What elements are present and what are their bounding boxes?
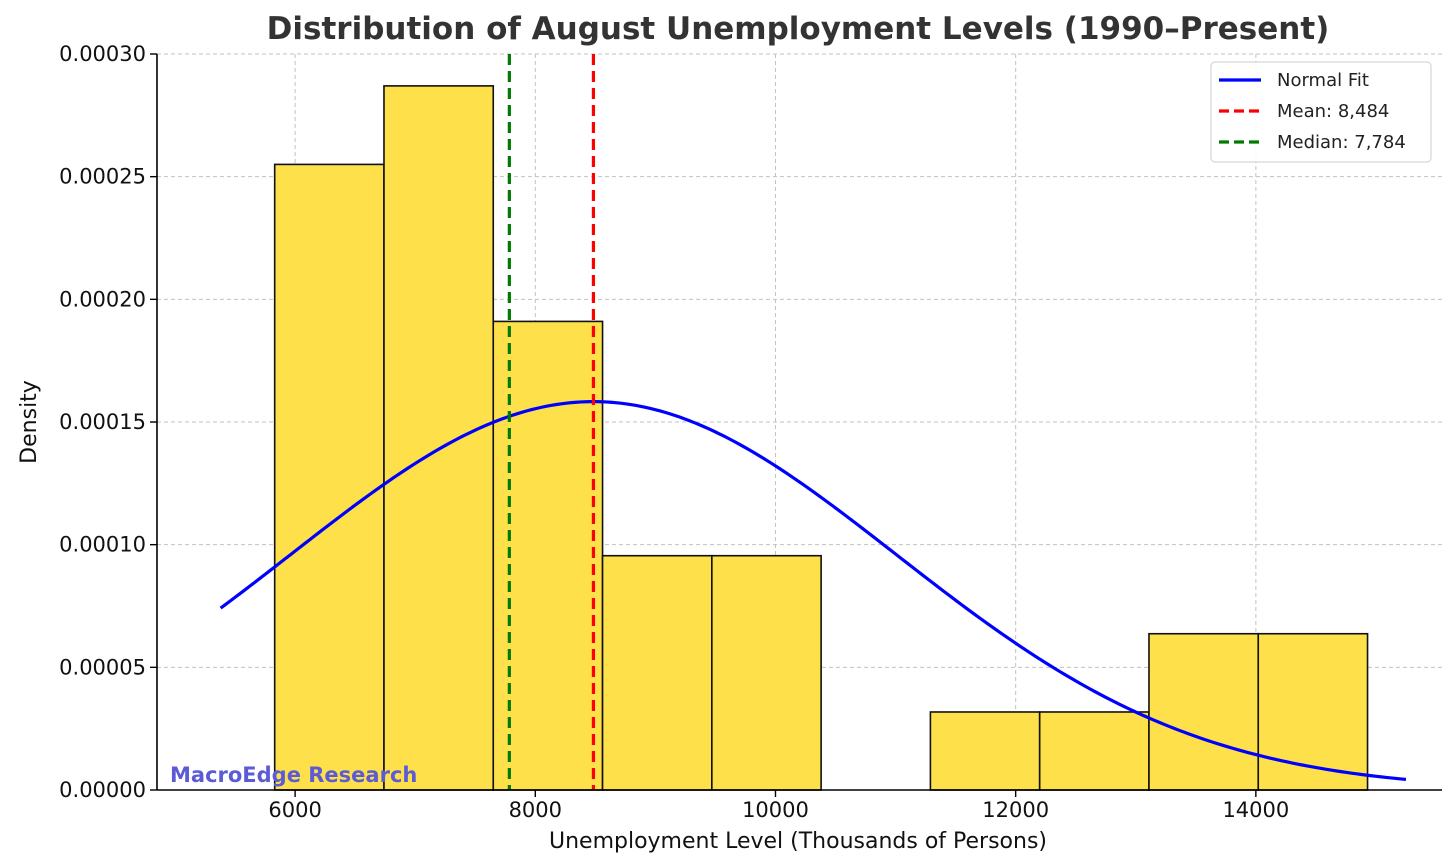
chart-title: Distribution of August Unemployment Leve… (267, 11, 1330, 47)
watermark-text: MacroEdge Research (170, 763, 417, 787)
x-tick-label-1: 8000 (509, 798, 562, 822)
histogram-bar-2 (492, 320, 604, 791)
histogram-bars (273, 85, 1369, 791)
normal-fit-line (219, 400, 1407, 782)
x-tick-label-4: 14000 (1222, 798, 1289, 822)
y-tick-label-0: 0.00000 (59, 778, 146, 802)
y-tick-label-1: 0.00005 (59, 655, 146, 679)
legend-label-1: Mean: 8,484 (1277, 101, 1389, 122)
histogram-bar-0 (273, 163, 385, 791)
reference-lines (507, 54, 596, 790)
y-axis-ticks: 0.00000 0.00005 0.00010 0.00015 0.00020 0.000… (59, 42, 157, 802)
legend-box (1210, 61, 1432, 163)
y-tick-label-3: 0.00015 (59, 410, 146, 434)
histogram-bar-4 (711, 554, 822, 791)
histogram-bar-7 (1038, 711, 1150, 791)
legend-label-2: Median: 7,784 (1277, 132, 1406, 153)
histogram-bar-3 (601, 554, 713, 791)
histogram-bar-9 (1257, 632, 1369, 791)
legend: Normal Fit Mean: 8,484 Median: 7,784 (1210, 61, 1432, 163)
normal-fit-series (219, 400, 1407, 782)
histogram-bar-6 (929, 711, 1041, 791)
y-tick-label-6: 0.00030 (59, 42, 146, 66)
x-tick-label-3: 12000 (982, 798, 1049, 822)
x-axis-label: Unemployment Level (Thousands of Persons… (549, 829, 1047, 854)
legend-label-0: Normal Fit (1277, 70, 1369, 91)
y-axis-label: Density (17, 380, 42, 464)
x-axis-ticks: 6000 8000 10000 12000 14000 (268, 790, 1289, 822)
y-tick-label-5: 0.00025 (59, 165, 146, 189)
y-tick-label-4: 0.00020 (59, 287, 146, 311)
x-tick-label-2: 10000 (742, 798, 809, 822)
x-tick-label-0: 6000 (268, 798, 321, 822)
histogram-bar-8 (1148, 632, 1260, 791)
y-tick-label-2: 0.00010 (59, 533, 146, 557)
histogram-bar-1 (383, 85, 495, 791)
